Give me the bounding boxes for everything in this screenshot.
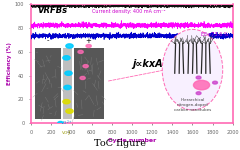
- Text: -: -: [47, 38, 50, 44]
- Circle shape: [83, 65, 88, 68]
- Circle shape: [78, 50, 83, 53]
- Y-axis label: Efficiency (%): Efficiency (%): [7, 42, 12, 85]
- Circle shape: [193, 80, 210, 90]
- Text: j∝kxA: j∝kxA: [132, 59, 163, 69]
- Text: VRFBs: VRFBs: [37, 6, 67, 15]
- Text: Current density: 400 mA cm⁻²: Current density: 400 mA cm⁻²: [92, 9, 165, 14]
- Text: +: +: [86, 38, 92, 44]
- X-axis label: Cycle number: Cycle number: [108, 138, 156, 143]
- Circle shape: [66, 44, 73, 48]
- FancyBboxPatch shape: [35, 48, 61, 119]
- FancyBboxPatch shape: [73, 48, 104, 119]
- Circle shape: [66, 109, 73, 113]
- Circle shape: [196, 92, 201, 95]
- Text: EE=73.6 %: EE=73.6 %: [201, 33, 229, 38]
- Circle shape: [63, 100, 70, 104]
- Circle shape: [86, 44, 91, 48]
- Text: $\rm VO_2^{+}$: $\rm VO_2^{+}$: [61, 129, 72, 138]
- Circle shape: [64, 85, 71, 90]
- Circle shape: [58, 132, 63, 135]
- Circle shape: [213, 81, 217, 84]
- Circle shape: [63, 56, 70, 60]
- Circle shape: [196, 76, 201, 79]
- Text: $\rm VO^{2+}$: $\rm VO^{2+}$: [60, 119, 73, 128]
- Text: ToC figure: ToC figure: [94, 140, 146, 148]
- Circle shape: [58, 122, 63, 124]
- Ellipse shape: [162, 29, 223, 110]
- Circle shape: [80, 76, 85, 80]
- Circle shape: [65, 71, 72, 75]
- FancyBboxPatch shape: [63, 48, 72, 119]
- Text: Hierarchical
nitrogen-doped
carbon nanotubes: Hierarchical nitrogen-doped carbon nanot…: [174, 98, 211, 112]
